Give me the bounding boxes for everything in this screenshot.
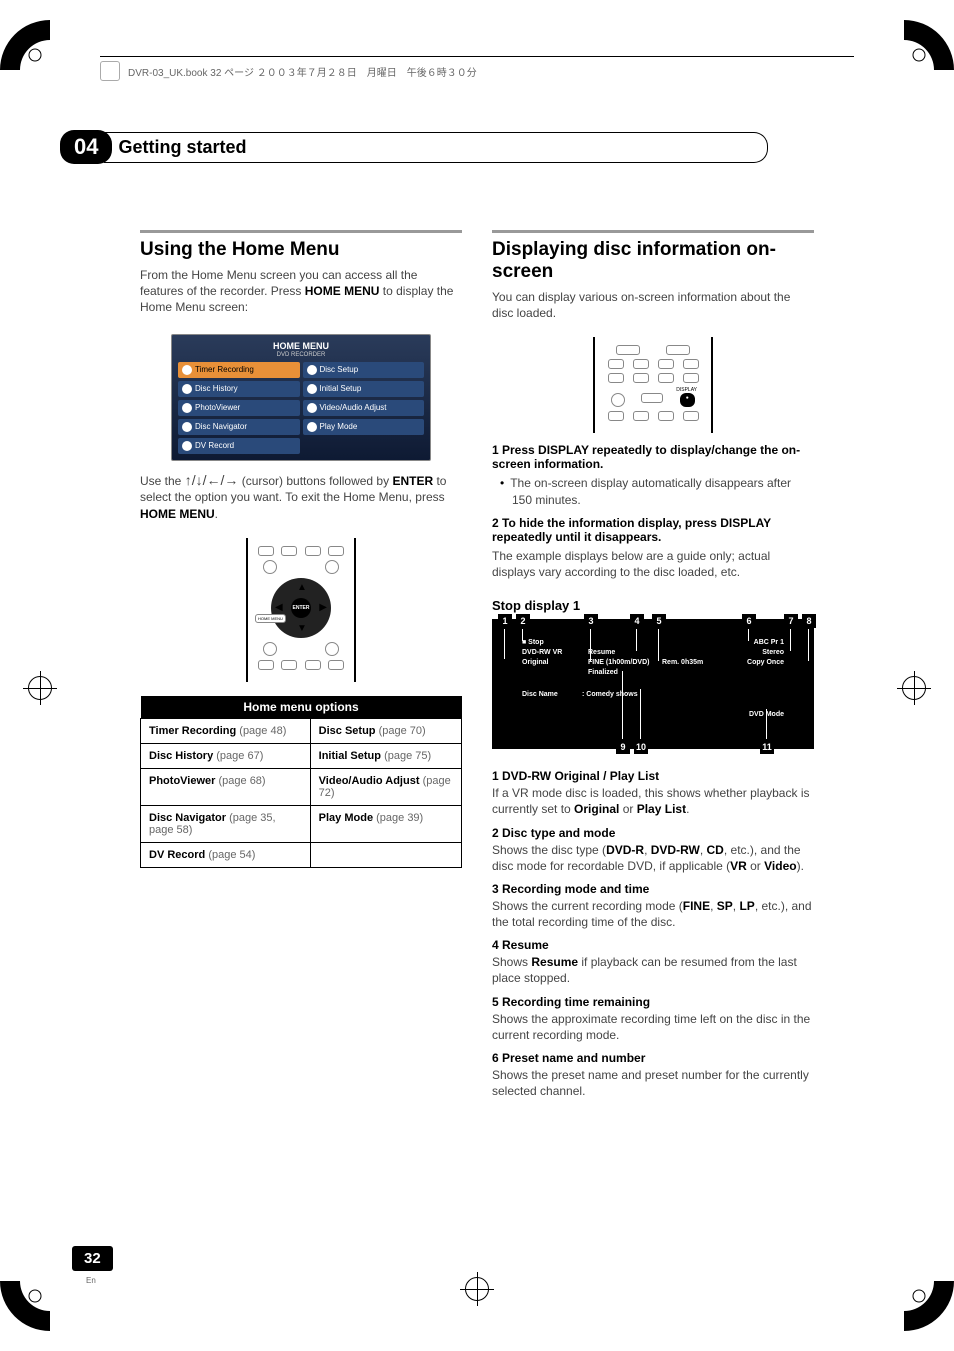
page-number: 32 bbox=[72, 1246, 113, 1271]
item-heading: 3 Recording mode and time bbox=[492, 882, 814, 896]
crop-corner-icon bbox=[904, 1281, 954, 1331]
crop-corner-icon bbox=[0, 20, 50, 70]
callout-badge: 7 bbox=[784, 614, 798, 628]
callout-badge: 2 bbox=[516, 614, 530, 628]
item-heading: 6 Preset name and number bbox=[492, 1051, 814, 1065]
home-menu-subtitle: DVD RECORDER bbox=[178, 352, 424, 358]
item-body: Shows the approximate recording time lef… bbox=[492, 1011, 814, 1043]
crop-corner-icon bbox=[904, 20, 954, 70]
home-menu-item: Initial Setup bbox=[303, 381, 425, 397]
callout-badge: 11 bbox=[760, 740, 774, 754]
home-menu-item: Timer Recording bbox=[178, 362, 300, 378]
registration-mark-icon bbox=[902, 676, 926, 700]
home-menu-item: Disc History bbox=[178, 381, 300, 397]
item-body: Shows the current recording mode (FINE, … bbox=[492, 898, 814, 930]
registration-mark-icon bbox=[28, 676, 52, 700]
page-language: En bbox=[86, 1276, 96, 1285]
item-body: If a VR mode disc is loaded, this shows … bbox=[492, 785, 814, 817]
callout-badge: 8 bbox=[802, 614, 816, 628]
right-column: Displaying disc information on-screen Yo… bbox=[492, 230, 814, 1231]
item-heading: 1 DVD-RW Original / Play List bbox=[492, 769, 814, 783]
body-text: From the Home Menu screen you can access… bbox=[140, 267, 462, 316]
body-text: You can display various on-screen inform… bbox=[492, 289, 814, 321]
body-text: The example displays below are a guide o… bbox=[492, 548, 814, 580]
home-menu-item: Disc Navigator bbox=[178, 419, 300, 435]
home-menu-item: DV Record bbox=[178, 438, 300, 454]
header-filename: DVR-03_UK.book 32 ページ ２００３年７月２８日 月曜日 午後６… bbox=[128, 64, 477, 79]
item-body: Shows Resume if playback can be resumed … bbox=[492, 954, 814, 986]
callout-badge: 4 bbox=[630, 614, 644, 628]
callout-badge: 9 bbox=[616, 740, 630, 754]
table-row: PhotoViewer (page 68)Video/Audio Adjust … bbox=[141, 768, 462, 805]
crop-corner-icon bbox=[0, 1281, 50, 1331]
table-row: DV Record (page 54) bbox=[141, 842, 462, 867]
callout-badge: 3 bbox=[584, 614, 598, 628]
section-heading: Displaying disc information on-screen bbox=[492, 239, 814, 283]
home-menu-title: HOME MENU bbox=[178, 341, 424, 351]
body-text: Use the ↑/↓/←/→ (cursor) buttons followe… bbox=[140, 471, 462, 522]
step-heading: 2 To hide the information display, press… bbox=[492, 516, 814, 544]
chapter-title: Getting started bbox=[104, 132, 767, 163]
table-row: Disc History (page 67)Initial Setup (pag… bbox=[141, 743, 462, 768]
display-button: ● bbox=[680, 393, 695, 407]
book-header: DVR-03_UK.book 32 ページ ２００３年７月２８日 月曜日 午後６… bbox=[100, 56, 854, 81]
enter-button: ENTER bbox=[291, 598, 311, 618]
item-heading: 2 Disc type and mode bbox=[492, 826, 814, 840]
item-body: Shows the disc type (DVD-R, DVD-RW, CD, … bbox=[492, 842, 814, 874]
callout-badge: 5 bbox=[652, 614, 666, 628]
subsection-heading: Stop display 1 bbox=[492, 598, 814, 613]
table-row: Timer Recording (page 48)Disc Setup (pag… bbox=[141, 718, 462, 743]
section-heading: Using the Home Menu bbox=[140, 239, 462, 261]
book-icon bbox=[100, 61, 120, 81]
home-menu-item: Disc Setup bbox=[303, 362, 425, 378]
home-menu-button: HOME MENU bbox=[255, 614, 286, 623]
left-column: Using the Home Menu From the Home Menu s… bbox=[140, 230, 462, 1231]
item-body: Shows the preset name and preset number … bbox=[492, 1067, 814, 1099]
home-menu-screenshot: HOME MENU DVD RECORDER Timer RecordingDi… bbox=[171, 334, 431, 461]
callout-badge: 6 bbox=[742, 614, 756, 628]
home-menu-item: Video/Audio Adjust bbox=[303, 400, 425, 416]
table-header: Home menu options bbox=[141, 696, 462, 719]
bullet-text: The on-screen display automatically disa… bbox=[492, 475, 814, 507]
options-table: Home menu options Timer Recording (page … bbox=[140, 696, 462, 868]
registration-mark-icon bbox=[465, 1277, 489, 1301]
chapter-heading: 04 Getting started bbox=[60, 130, 768, 164]
stop-display-diagram: 1 2 3 4 5 6 7 8 9 10 11 ■ Stop DVD-RW VR… bbox=[492, 619, 814, 749]
remote-diagram: DISPLAY ● bbox=[593, 337, 713, 433]
step-heading: 1 Press DISPLAY repeatedly to display/ch… bbox=[492, 443, 814, 471]
home-menu-item: Play Mode bbox=[303, 419, 425, 435]
item-heading: 4 Resume bbox=[492, 938, 814, 952]
callout-badge: 10 bbox=[634, 740, 648, 754]
table-row: Disc Navigator (page 35, page 58)Play Mo… bbox=[141, 805, 462, 842]
home-menu-item: PhotoViewer bbox=[178, 400, 300, 416]
item-heading: 5 Recording time remaining bbox=[492, 995, 814, 1009]
callout-badge: 1 bbox=[498, 614, 512, 628]
remote-diagram: ENTER ▲ ▼ ◀ ▶ HOME MENU bbox=[246, 538, 356, 682]
